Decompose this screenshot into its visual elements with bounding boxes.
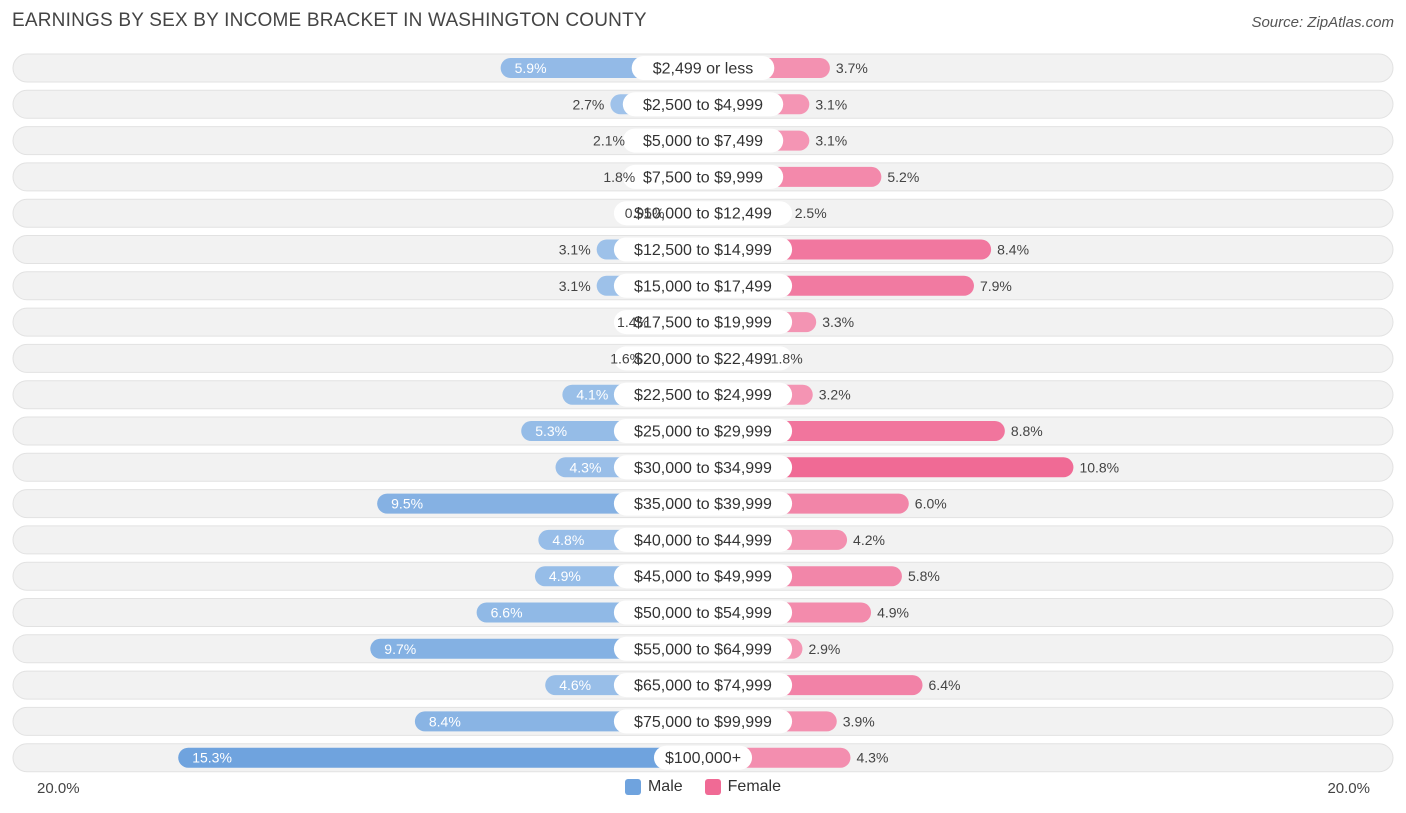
category-label: $50,000 to $54,999 xyxy=(634,605,772,622)
male-value-label: 3.1% xyxy=(559,278,591,294)
category-label-pill xyxy=(613,527,793,552)
category-label: $10,000 to $12,499 xyxy=(634,206,772,223)
axis-right-label: 20.0% xyxy=(1327,780,1370,797)
female-value-label: 3.3% xyxy=(822,314,854,330)
male-value-label: 1.8% xyxy=(603,169,635,185)
axis-left-label: 20.0% xyxy=(37,780,80,797)
category-label-pill xyxy=(622,92,784,117)
legend-swatch-male xyxy=(624,779,641,795)
category-label: $17,500 to $19,999 xyxy=(634,315,772,332)
category-label-pill xyxy=(653,745,753,770)
female-value-label: 2.5% xyxy=(795,205,827,221)
female-value-label: 6.0% xyxy=(915,496,947,512)
category-label: $75,000 to $99,999 xyxy=(634,714,772,731)
male-value-label: 4.9% xyxy=(549,568,581,584)
category-label-pill xyxy=(613,491,793,516)
female-value-label: 8.8% xyxy=(1011,423,1043,439)
male-value-label: 5.3% xyxy=(535,423,567,439)
legend-item-female: Female xyxy=(704,778,782,796)
category-label-pill xyxy=(613,600,793,625)
category-label-pill xyxy=(613,346,793,371)
female-value-label: 4.9% xyxy=(877,605,909,621)
legend-label-female: Female xyxy=(727,778,782,795)
male-value-label: 9.5% xyxy=(391,496,423,512)
chart-canvas: $2,499 or less 5.9% 3.7% $2,500 to $4,999 2.… xyxy=(12,53,1394,773)
category-label: $45,000 to $49,999 xyxy=(634,569,772,586)
male-value-label: 15.3% xyxy=(192,750,232,766)
category-label-pill xyxy=(613,636,793,661)
legend-swatch-female xyxy=(704,779,721,795)
category-label-pill xyxy=(622,164,784,189)
female-value-label: 4.2% xyxy=(853,532,885,548)
male-value-label: 1.4% xyxy=(617,314,649,330)
category-label-pill xyxy=(613,455,793,480)
category-label: $20,000 to $22,499 xyxy=(634,351,772,368)
female-value-label: 1.8% xyxy=(771,350,803,366)
female-bar xyxy=(703,457,1074,478)
category-label-pill xyxy=(613,419,793,443)
female-value-label: 5.2% xyxy=(887,169,919,185)
male-value-label: 6.6% xyxy=(491,605,523,621)
female-value-label: 3.2% xyxy=(819,387,851,403)
category-label: $2,499 or less xyxy=(653,61,754,78)
legend-item-male: Male xyxy=(624,778,683,796)
female-value-label: 7.9% xyxy=(980,278,1012,294)
female-value-label: 4.3% xyxy=(856,750,888,766)
category-label-pill xyxy=(613,237,793,262)
source-note: Source: ZipAtlas.com xyxy=(1251,14,1394,31)
category-label-pill xyxy=(613,564,793,589)
male-value-label: 2.7% xyxy=(572,96,604,112)
female-value-label: 5.8% xyxy=(908,568,940,584)
male-value-label: 8.4% xyxy=(429,713,461,729)
category-label: $40,000 to $44,999 xyxy=(634,532,772,549)
chart-title: EARNINGS BY SEX BY INCOME BRACKET IN WAS… xyxy=(12,10,647,31)
female-value-label: 10.8% xyxy=(1079,459,1119,475)
category-label: $15,000 to $17,499 xyxy=(634,278,772,295)
legend-label-male: Male xyxy=(647,778,683,795)
female-value-label: 3.7% xyxy=(836,60,868,76)
female-value-label: 3.1% xyxy=(815,133,847,149)
female-value-label: 6.4% xyxy=(929,677,961,693)
category-label-pill xyxy=(613,310,793,335)
category-label-pill xyxy=(613,709,793,734)
female-value-label: 8.4% xyxy=(997,242,1029,258)
male-value-label: 4.8% xyxy=(552,532,584,548)
female-value-label: 2.9% xyxy=(808,641,840,657)
male-value-label: 5.9% xyxy=(515,60,547,76)
category-label: $22,500 to $24,999 xyxy=(634,387,772,404)
legend: Male Female xyxy=(0,778,1406,796)
male-value-label: 1.6% xyxy=(610,350,642,366)
male-value-label: 9.7% xyxy=(384,641,416,657)
category-label-pill xyxy=(613,273,793,298)
category-label-pill xyxy=(613,673,793,698)
male-value-label: 4.3% xyxy=(570,459,602,475)
male-value-label: 0.95% xyxy=(625,205,665,221)
category-label-pill xyxy=(631,56,775,80)
category-label-pill xyxy=(613,382,793,407)
male-value-label: 2.1% xyxy=(593,133,625,149)
category-label: $12,500 to $14,999 xyxy=(634,242,772,259)
male-value-label: 4.6% xyxy=(559,677,591,693)
category-label: $55,000 to $64,999 xyxy=(634,641,772,658)
category-label: $100,000+ xyxy=(665,750,741,767)
male-bar xyxy=(178,747,703,768)
category-label: $30,000 to $34,999 xyxy=(634,460,772,477)
category-label: $5,000 to $7,499 xyxy=(643,133,763,150)
male-value-label: 3.1% xyxy=(559,242,591,258)
category-label: $25,000 to $29,999 xyxy=(634,424,772,441)
category-label: $7,500 to $9,999 xyxy=(643,169,763,186)
category-label-pill xyxy=(613,201,793,226)
category-label-pill xyxy=(622,128,784,153)
female-value-label: 3.1% xyxy=(815,96,847,112)
category-label: $2,500 to $4,999 xyxy=(643,97,763,114)
category-label: $65,000 to $74,999 xyxy=(634,678,772,695)
category-label: $35,000 to $39,999 xyxy=(634,496,772,513)
male-value-label: 4.1% xyxy=(576,387,608,403)
female-value-label: 3.9% xyxy=(843,713,875,729)
